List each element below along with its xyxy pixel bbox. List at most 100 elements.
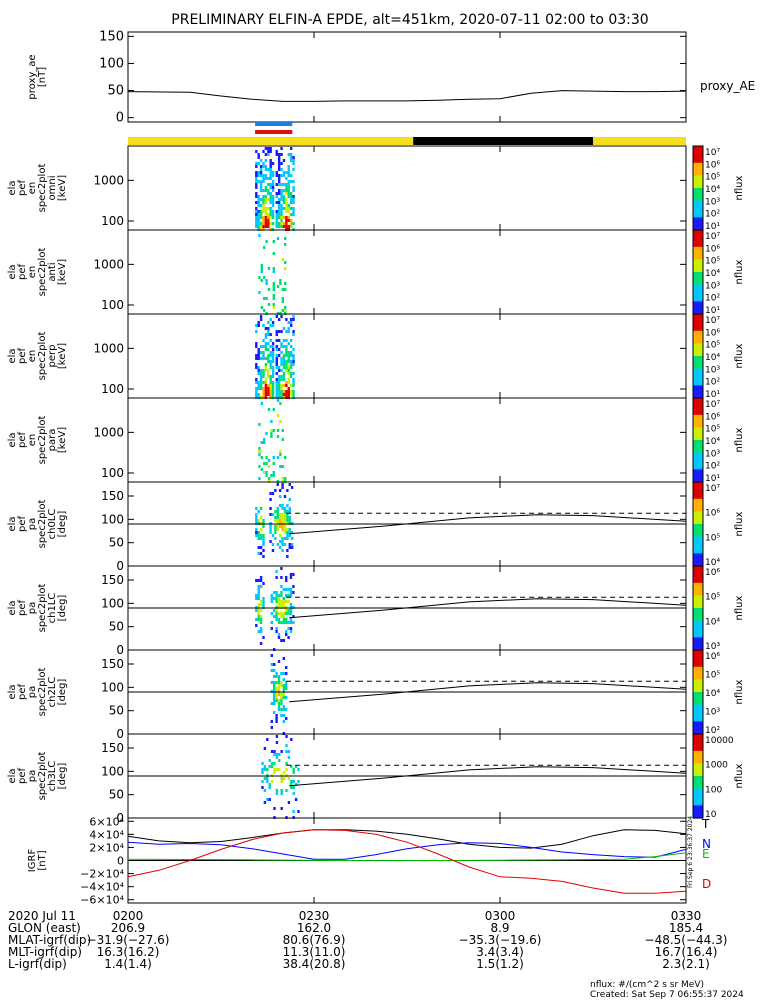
- en_perp-cell: [262, 351, 265, 354]
- pa_ch2-cell: [275, 675, 278, 678]
- pa_ch0-colorbar-cell: [693, 553, 703, 557]
- pa_ch2-colorbar-cell: [693, 696, 703, 699]
- pa_ch0-cell: [276, 510, 279, 513]
- en_omni-colorbar-tick: 10⁵: [705, 173, 720, 183]
- proxy_ae-ytick-label: 0: [116, 111, 124, 126]
- en_perp-cell: [275, 378, 278, 381]
- pa_ch0-cell: [259, 534, 263, 537]
- pa_ch3-colorbar-cell: [693, 773, 703, 777]
- pa_ch1-cell: [292, 585, 295, 588]
- en_omni-cell: [271, 216, 275, 219]
- en_omni-cell: [285, 204, 288, 207]
- pa_ch1-cell: [259, 630, 263, 633]
- en_perp-ytick-label: 100: [101, 382, 124, 396]
- en_anti-cell: [260, 270, 263, 273]
- en_omni-cell: [269, 174, 272, 177]
- en_para-colorbar-tick: 10⁶: [705, 412, 720, 422]
- en_para-frame: [127, 397, 687, 483]
- en_perp-colorbar-cell: [693, 337, 703, 340]
- en_omni-cell: [259, 213, 263, 216]
- en_perp-cell: [275, 393, 278, 396]
- pa_ch2-cell: [280, 672, 283, 675]
- pa_ch2-cell: [282, 657, 285, 660]
- pa_ch1-cell: [259, 603, 263, 606]
- en_omni-cell: [280, 213, 283, 216]
- pa_ch0-cell: [286, 510, 289, 513]
- en_omni-cell: [287, 171, 290, 174]
- pa_ch1-cell: [259, 621, 263, 624]
- pa_ch2-colorbar-cell: [693, 656, 703, 659]
- en_anti-colorbar-cell: [693, 248, 703, 252]
- en_perp-cell: [280, 390, 283, 393]
- pa_ch1-cell: [289, 576, 293, 579]
- en_omni-colorbar-cell: [693, 209, 703, 212]
- en_para-cell: [279, 465, 282, 468]
- en_perp-cell: [262, 372, 265, 375]
- en_perp-cell: [269, 324, 272, 327]
- en_omni-cell: [285, 207, 288, 210]
- pa_ch0-cell: [278, 513, 282, 516]
- pa_ch2-cell: [277, 702, 281, 705]
- proxy-ae-legend: proxy_AE: [700, 79, 755, 93]
- pa_ch1-colorbar-cell: [693, 641, 703, 645]
- pa_ch1-colorbar-cell: [693, 589, 703, 592]
- en_anti-colorbar-cell: [693, 280, 703, 284]
- en_omni-colorbar-cell: [693, 204, 703, 208]
- en_para-cell: [272, 471, 275, 474]
- en_perp-cell: [275, 387, 278, 390]
- en_omni-cell: [267, 207, 270, 210]
- en_perp-frame: [127, 313, 687, 399]
- en_perp-cell: [269, 363, 272, 366]
- en_omni-cell: [271, 222, 275, 225]
- en_omni-cell: [277, 210, 281, 213]
- en_omni-cell: [289, 153, 293, 156]
- pa_ch1-cell: [285, 588, 288, 591]
- pa_ch1-cell: [285, 630, 288, 633]
- pa_ch0-cell: [281, 504, 284, 507]
- en_omni-cell: [282, 174, 286, 177]
- en_perp-cell: [277, 390, 281, 393]
- en_omni-cell: [292, 162, 295, 165]
- pa_ch3-cell: [263, 765, 267, 768]
- pa_ch0-colorbar-cell: [693, 492, 703, 496]
- en_omni-cell: [269, 201, 272, 204]
- en_perp-colorbar-cell: [693, 383, 703, 386]
- en_perp-colorbar-cell: [693, 332, 703, 336]
- pa_ch0-cell: [255, 531, 258, 534]
- igrf-ytick-label: −6×10⁴: [80, 894, 124, 907]
- annotation-value: 2.3(2.1): [662, 957, 710, 971]
- pa_ch2-cell: [270, 726, 273, 729]
- en_perp-cell: [257, 381, 260, 384]
- en_perp-cell: [277, 393, 281, 396]
- en_omni-cell: [287, 204, 290, 207]
- igrf-ytick-label: −2×10⁴: [80, 868, 124, 881]
- pa_ch1-colorbar-cell: [693, 629, 703, 632]
- en_omni-cell: [257, 216, 260, 219]
- pa_ch1-cell: [289, 621, 293, 624]
- pa_ch0-cell: [278, 546, 282, 549]
- en_perp-colorbar-cell: [693, 391, 703, 395]
- pa_ch2-colorbar-tick: 10⁴: [705, 689, 720, 699]
- en_omni-cell: [282, 207, 286, 210]
- en_perp-cell: [289, 321, 293, 324]
- pa_ch2-colorbar-cell: [693, 729, 703, 733]
- pa_ch1-colorbar-cell: [693, 626, 703, 630]
- en_omni-cell: [267, 168, 270, 171]
- pa_ch0-cell: [281, 525, 284, 528]
- en_omni-colorbar-cell: [693, 164, 703, 168]
- pa_ch3-cell: [266, 738, 269, 741]
- en_para-cell: [276, 414, 280, 417]
- pa_ch3-cell: [270, 750, 274, 753]
- pa_ch1-ylabel: ela: [7, 600, 18, 615]
- plot-title: PRELIMINARY ELFIN-A EPDE, alt=451km, 202…: [171, 12, 648, 28]
- pa_ch3-colorbar-cell: [693, 746, 703, 750]
- pa_ch1-cell: [285, 621, 288, 624]
- pa_ch0-colorbar-cell: [693, 551, 703, 554]
- pa_ch0-cell: [257, 519, 260, 522]
- pa_ch0-colorbar-tick: 10⁷: [705, 484, 720, 494]
- pa_ch0-cell: [269, 528, 272, 531]
- pa_ch3-cell: [261, 762, 264, 765]
- pa_ch1-colorbar-cell: [693, 639, 703, 643]
- en_perp-cell: [255, 390, 258, 393]
- pa_ch1-cell: [277, 618, 281, 621]
